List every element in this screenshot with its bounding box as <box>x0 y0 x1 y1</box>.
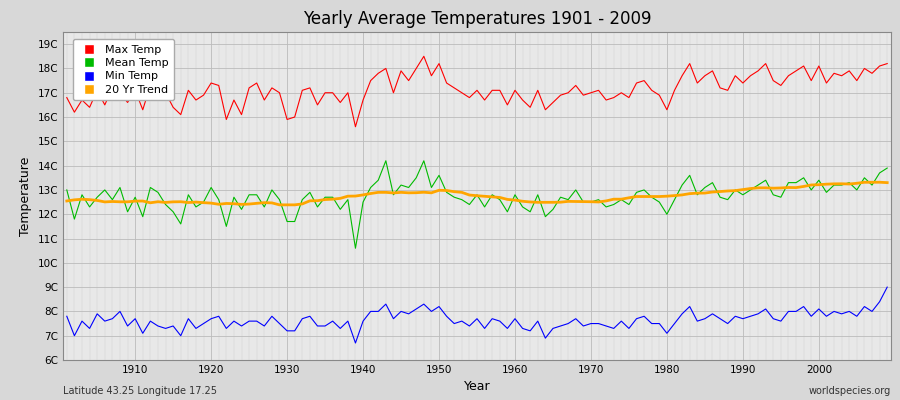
Legend: Max Temp, Mean Temp, Min Temp, 20 Yr Trend: Max Temp, Mean Temp, Min Temp, 20 Yr Tre… <box>73 39 174 100</box>
Title: Yearly Average Temperatures 1901 - 2009: Yearly Average Temperatures 1901 - 2009 <box>302 10 652 28</box>
X-axis label: Year: Year <box>464 380 490 394</box>
Text: Latitude 43.25 Longitude 17.25: Latitude 43.25 Longitude 17.25 <box>63 386 217 396</box>
Y-axis label: Temperature: Temperature <box>19 156 32 236</box>
Text: worldspecies.org: worldspecies.org <box>809 386 891 396</box>
